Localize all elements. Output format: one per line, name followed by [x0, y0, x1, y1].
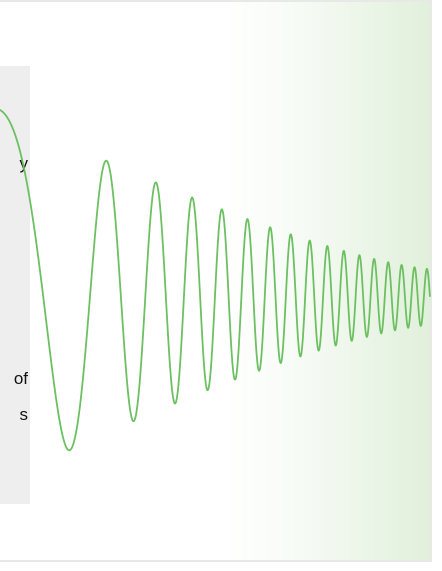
- chirp-wave-line: [0, 108, 431, 452]
- panel-text-fragment: s: [19, 405, 29, 424]
- text-panel: y of s: [0, 66, 30, 504]
- panel-text-fragment: of: [13, 369, 28, 388]
